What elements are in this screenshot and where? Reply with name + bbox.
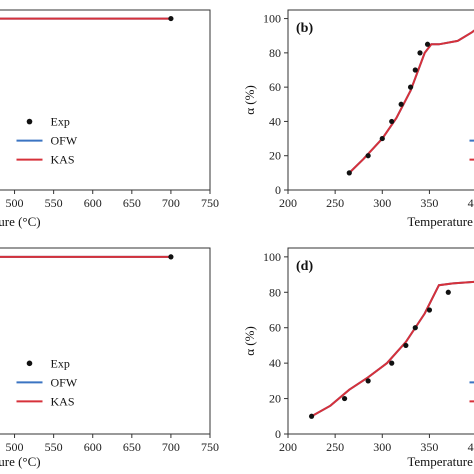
x-tick-label: 750 [201, 440, 219, 454]
x-tick-label: 600 [84, 440, 102, 454]
x-tick-label: 650 [123, 196, 141, 210]
panel-c: 2002503003504004505005506006507007500204… [0, 247, 219, 469]
data-point [412, 67, 418, 73]
series-line-kas [0, 255, 171, 258]
y-axis-title: α (%) [242, 326, 257, 356]
x-tick-label: 700 [162, 440, 180, 454]
x-tick-label: 500 [6, 440, 24, 454]
data-point [407, 84, 414, 90]
x-axis-title: Temperature (°C) [407, 454, 474, 469]
y-tick-label: 20 [269, 392, 281, 406]
legend-marker-exp [26, 360, 33, 367]
panel-tag: (b) [296, 21, 313, 36]
x-tick-label: 300 [373, 440, 391, 454]
plot-frame [287, 9, 474, 191]
x-axis-title: Temperature (°C) [407, 214, 474, 229]
y-tick-label: 40 [269, 356, 281, 370]
panel-b: 200250300350400450500550020406080100Temp… [242, 9, 474, 229]
plot-frame [0, 247, 211, 435]
panel-tag: (d) [296, 259, 313, 274]
series-line-ofw [311, 280, 474, 418]
data-point [403, 342, 409, 349]
data-point [365, 378, 371, 384]
x-tick-label: 550 [45, 440, 63, 454]
x-tick-label: 400 [468, 196, 474, 210]
x-tick-label: 650 [123, 440, 141, 454]
legend-label: Exp [51, 115, 70, 129]
data-point [389, 360, 395, 366]
data-point [389, 118, 395, 125]
legend-label: Exp [51, 356, 70, 370]
x-axis-title: Temperature (°C) [0, 454, 41, 469]
data-point [412, 325, 418, 331]
legend-marker-exp [26, 118, 33, 125]
series-line-kas [348, 29, 474, 174]
x-tick-label: 500 [6, 196, 24, 210]
x-tick-label: 250 [326, 440, 344, 454]
x-tick-label: 700 [162, 196, 180, 210]
y-tick-label: 80 [269, 285, 281, 299]
x-tick-label: 250 [326, 196, 344, 210]
x-tick-label: 400 [468, 440, 474, 454]
data-point [365, 153, 371, 159]
legend-label: KAS [51, 394, 75, 408]
x-tick-label: 550 [45, 196, 63, 210]
data-point [417, 50, 423, 56]
data-point [346, 170, 352, 176]
series-line-kas [0, 17, 171, 20]
data-point [308, 413, 315, 419]
series-line-kas [311, 280, 474, 418]
data-point [398, 101, 404, 107]
y-tick-label: 20 [269, 149, 281, 163]
y-tick-label: 60 [269, 321, 281, 335]
series-line-ofw [0, 17, 171, 20]
x-tick-label: 600 [84, 196, 102, 210]
panel-d: 200250300350400450500550020406080100Temp… [242, 247, 474, 469]
data-point [426, 307, 433, 313]
x-tick-label: 300 [373, 196, 391, 210]
x-tick-label: 750 [201, 196, 219, 210]
legend-label: KAS [51, 153, 75, 167]
y-tick-label: 80 [269, 46, 281, 60]
plot-frame [287, 247, 474, 435]
plot-frame [0, 9, 211, 191]
x-tick-label: 200 [279, 440, 297, 454]
data-point [168, 254, 174, 260]
x-tick-label: 350 [420, 440, 438, 454]
y-tick-label: 0 [275, 183, 281, 197]
y-tick-label: 60 [269, 80, 281, 94]
x-tick-label: 200 [279, 196, 297, 210]
y-tick-label: 100 [263, 250, 281, 264]
x-tick-label: 350 [420, 196, 438, 210]
data-point [341, 395, 348, 402]
y-axis-title: α (%) [242, 85, 257, 115]
data-point [168, 15, 174, 22]
x-axis-title: Temperature (°C) [0, 214, 41, 229]
legend-label: OFW [51, 375, 78, 389]
data-point [379, 135, 385, 142]
panel-a: 2002503003504004505005506006507007500204… [0, 9, 219, 229]
series-line-ofw [0, 255, 171, 258]
data-point [445, 289, 451, 295]
y-tick-label: 0 [275, 427, 281, 441]
data-point [424, 41, 431, 47]
y-tick-label: 100 [263, 12, 281, 26]
legend-label: OFW [51, 134, 78, 148]
y-tick-label: 40 [269, 114, 281, 128]
